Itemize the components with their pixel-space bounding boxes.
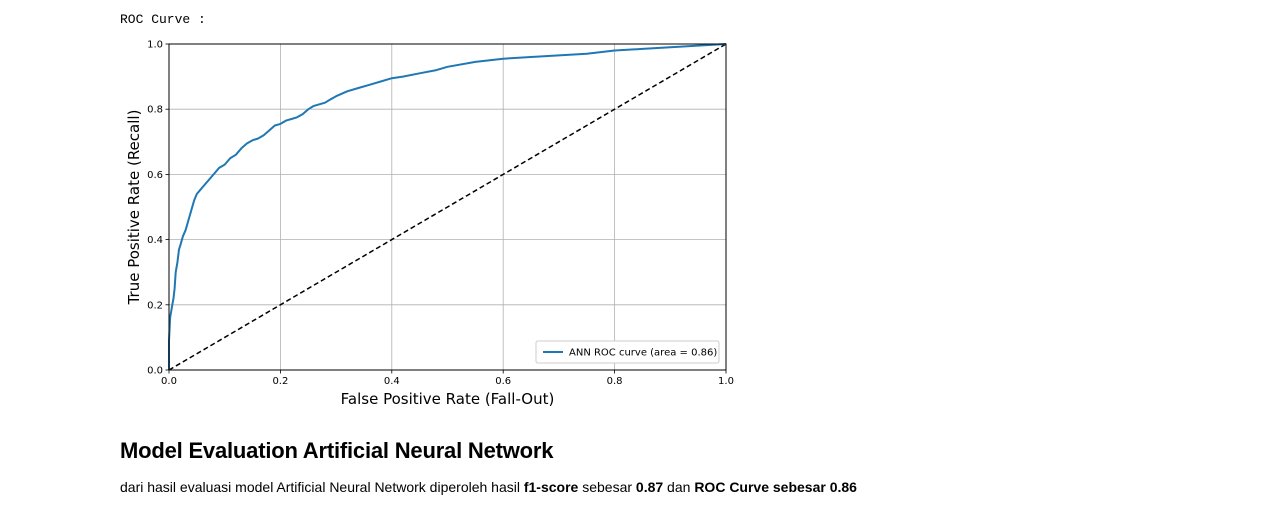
y-tick-label: 0.4 [147, 235, 163, 246]
y-tick-label: 0.8 [147, 105, 163, 116]
roc-chart: 0.0 0.2 0.4 0.6 0.8 1.0 0.0 0.2 0.4 0.6 0.8 1.0 Fal… [125, 40, 734, 409]
metric1-name: f1-score [523, 479, 579, 495]
x-axis-label: False Positive Rate (Fall-Out) [341, 390, 555, 408]
x-tick-label: 0.4 [384, 376, 400, 387]
metric2-label: ROC Curve sebesar 0.86 [694, 479, 857, 495]
y-axis-label: True Positive Rate (Recall) [125, 110, 143, 306]
plot-frame [168, 43, 727, 371]
x-tick-label: 0.2 [272, 376, 288, 387]
evaluation-text-mid2: dan [663, 479, 695, 495]
x-tick-label: 0.8 [607, 376, 623, 387]
evaluation-text-mid1: sebesar [578, 479, 636, 495]
legend-entry: ANN ROC curve (area = 0.86) [569, 348, 717, 359]
evaluation-text-prefix: dari hasil evaluasi model Artificial Neu… [120, 479, 524, 495]
x-tick-label: 0.6 [495, 376, 511, 387]
evaluation-text: dari hasil evaluasi model Artificial Neu… [120, 479, 857, 495]
metric1-value: 0.87 [635, 479, 664, 495]
y-tick-label: 0.2 [147, 300, 163, 311]
section-heading: Model Evaluation Artificial Neural Netwo… [120, 438, 554, 463]
chart-series [168, 43, 727, 371]
y-tick-label: 0.0 [147, 366, 163, 377]
roc-curve-line [168, 43, 727, 370]
chance-diagonal-line [168, 43, 727, 371]
y-tick-label: 1.0 [147, 40, 163, 51]
y-tick-label: 0.6 [147, 170, 163, 181]
x-tick-label: 0.0 [161, 376, 177, 387]
legend-box [535, 340, 720, 364]
output-label: ROC Curve : [120, 12, 206, 27]
x-tick-label: 1.0 [718, 376, 734, 387]
chart-legend: ANN ROC curve (area = 0.86) [535, 340, 720, 364]
chart-ticks: 0.0 0.2 0.4 0.6 0.8 1.0 0.0 0.2 0.4 0.6 0.8 1.0 [147, 40, 734, 388]
